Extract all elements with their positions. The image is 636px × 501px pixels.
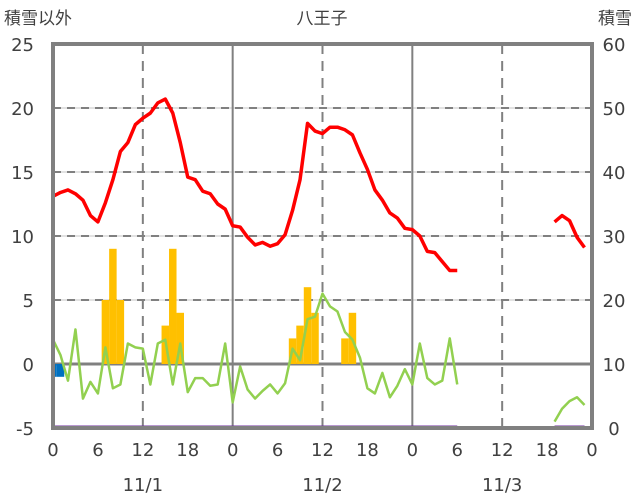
left-tick-label: 20 — [11, 99, 34, 120]
x-tick-label: 18 — [356, 440, 379, 461]
date-label: 11/3 — [482, 475, 522, 496]
line-temperature — [52, 97, 458, 273]
bar-precip_neg — [56, 364, 65, 377]
grid — [53, 44, 592, 428]
x-tick-label: 0 — [227, 440, 238, 461]
line-wind — [553, 396, 586, 423]
right-tick-label: 50 — [603, 99, 626, 120]
bar-precip — [311, 312, 319, 364]
plot-frame — [51, 42, 594, 430]
left-tick-label: 25 — [11, 35, 34, 56]
right-tick-label: 20 — [603, 291, 626, 312]
x-tick-label: 18 — [176, 440, 199, 461]
right-tick-label: 30 — [603, 227, 626, 248]
bar-precip — [109, 248, 117, 364]
right-tick-label: 60 — [603, 35, 626, 56]
x-tick-label: 12 — [131, 440, 154, 461]
x-tick-label: 6 — [92, 440, 103, 461]
left-tick-label: -5 — [16, 419, 34, 440]
left-tick-label: 5 — [23, 291, 34, 312]
chart-title: 八王子 — [297, 9, 348, 29]
right-tick-label: 0 — [608, 419, 619, 440]
date-label: 11/2 — [302, 475, 342, 496]
bar-precip — [101, 300, 110, 364]
right-axis-label: 積雪 — [598, 9, 632, 29]
line-temperature — [553, 213, 586, 249]
x-tick-label: 0 — [407, 440, 418, 461]
left-axis-label: 積雪以外 — [4, 9, 72, 29]
left-tick-label: 0 — [23, 355, 34, 376]
x-tick-label: 0 — [47, 440, 58, 461]
right-tick-label: 40 — [603, 163, 626, 184]
x-tick-label: 6 — [452, 440, 463, 461]
x-tick-label: 18 — [536, 440, 559, 461]
lines — [51, 97, 586, 429]
bar-precip — [116, 300, 125, 364]
x-tick-label: 12 — [491, 440, 514, 461]
bar-precip — [341, 338, 349, 364]
x-tick-label: 12 — [311, 440, 334, 461]
bar-precip — [176, 312, 185, 364]
date-label: 11/1 — [123, 475, 163, 496]
x-tick-label: 6 — [272, 440, 283, 461]
x-tick-label: 0 — [586, 440, 597, 461]
plot-border — [51, 42, 594, 430]
right-tick-label: 10 — [603, 355, 626, 376]
bar-precip — [296, 325, 304, 364]
bars — [53, 248, 357, 377]
left-tick-label: 10 — [11, 227, 34, 248]
left-tick-label: 15 — [11, 163, 34, 184]
bar-precip — [169, 248, 177, 364]
